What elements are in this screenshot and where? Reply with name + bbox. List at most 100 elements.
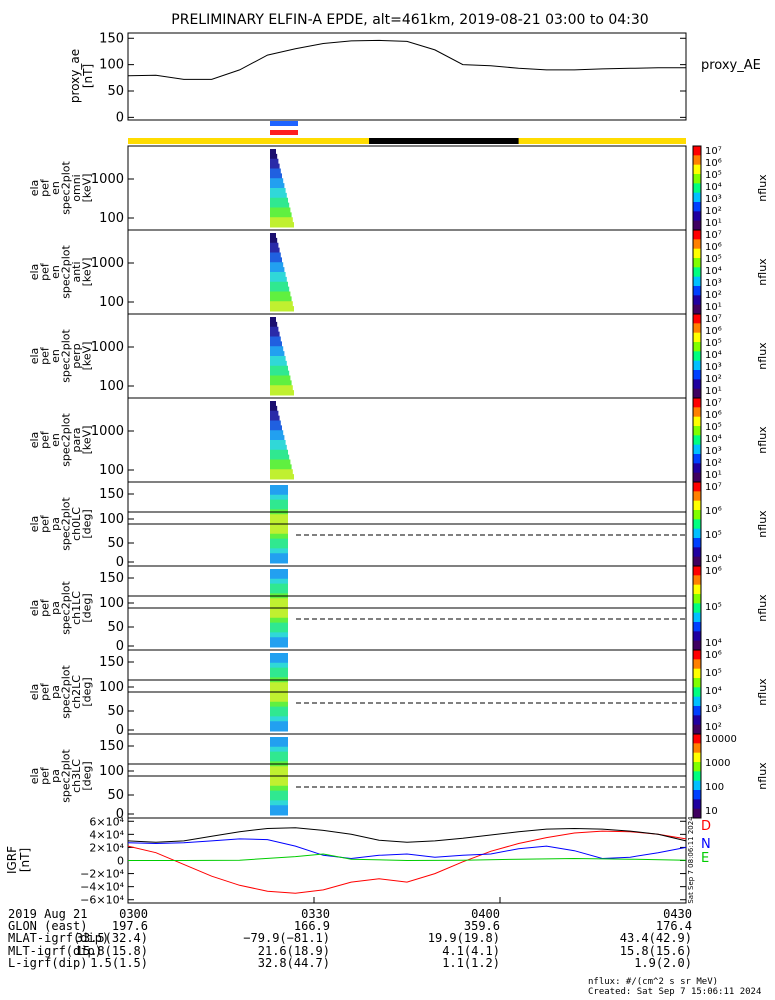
colorbar-label: 10⁷ <box>705 482 722 493</box>
flux-bin <box>270 519 288 525</box>
colorbar-segment <box>693 388 701 399</box>
flux-bin <box>270 212 292 218</box>
flux-bin <box>270 485 288 491</box>
flux-bin <box>270 637 288 643</box>
ytick-label: 100 <box>99 211 124 226</box>
flux-bin <box>270 800 288 806</box>
ylabel-line: pef <box>39 682 52 701</box>
ylabel-line: ch2LC <box>70 675 83 709</box>
panel-frame <box>127 229 687 315</box>
ytick-label: 50 <box>107 704 124 719</box>
colorbar-segment <box>693 192 701 203</box>
ylabel-line: pef <box>39 430 52 449</box>
ytick-label: −6×10⁴ <box>80 894 124 907</box>
flux-bin <box>270 291 291 297</box>
colorbar-segment <box>693 174 701 184</box>
footer-value: 4.1(4.1) <box>442 943 500 958</box>
colorbar-segment <box>693 248 701 259</box>
flux-bin <box>270 336 281 342</box>
colorbar-segment <box>693 286 701 296</box>
flux-bin <box>270 795 288 801</box>
panel-ylabel: elapefpaspec2plotch3LC[deg] <box>28 749 94 803</box>
colorbar-label: 10⁷ <box>705 314 722 325</box>
ytick-label: 1000 <box>91 256 124 271</box>
panel-ch0LC: 150 100 50 0 elapefpaspec2plotch0LC[deg] 10⁷ 1… <box>28 481 769 570</box>
colorbar-segment <box>693 360 701 371</box>
flux-bin <box>270 696 288 703</box>
flux-bin <box>270 242 279 249</box>
panel-ch1LC: 150 100 50 0 elapefpaspec2plotch1LC[deg] 10⁶ 1… <box>28 565 769 654</box>
flux-bin <box>270 252 281 258</box>
flux-bin <box>270 514 288 520</box>
colorbar-segment <box>693 314 701 324</box>
flux-bin <box>270 331 280 337</box>
panel-omni: 1000100elapefenspec2plotomni[keV]10⁷10⁶1… <box>28 145 769 231</box>
colorbar-segment <box>693 202 701 212</box>
colorbar-label: 10¹ <box>705 470 722 481</box>
panel-frame <box>127 313 687 399</box>
colorbar-segment <box>693 724 701 735</box>
colorbar-segment <box>693 379 701 390</box>
flux-bin <box>270 682 288 688</box>
flux-bin <box>270 737 288 743</box>
flux-bin <box>270 217 293 223</box>
colorbar-segment <box>693 332 701 343</box>
colorbar-segment <box>693 612 701 623</box>
flux-bin <box>270 504 288 510</box>
footer-row-label: GLON (east) <box>8 919 88 934</box>
colorbar-segment <box>693 594 701 604</box>
ytick-label: 0 <box>116 110 124 125</box>
flux-bin <box>270 701 288 708</box>
colorbar-label: 10⁷ <box>705 146 722 157</box>
igrf-legend-D: D <box>701 819 711 834</box>
colorbar-label: 10² <box>705 206 722 217</box>
footer-value: 166.9 <box>293 919 330 934</box>
ylabel-line: spec2plot <box>60 665 73 719</box>
ytick-label: 50 <box>107 788 124 803</box>
colorbar-segment <box>693 771 701 782</box>
flux-bin <box>270 430 284 436</box>
flux-bin <box>270 375 291 381</box>
colorbar-title: nflux <box>756 258 769 286</box>
colorbar-label: 10⁵ <box>705 254 722 265</box>
colorbar-label: 1000 <box>705 758 730 769</box>
colorbar-label: 10⁵ <box>705 530 722 541</box>
colorbar-segment <box>693 155 701 166</box>
flux-bin <box>270 341 282 347</box>
ylabel-line: ch3LC <box>70 759 83 793</box>
ylabel-line: en <box>49 265 62 279</box>
colorbar-label: 10³ <box>705 278 722 289</box>
footer-row: L-igrf(dip) 1.5(1.5) 32.8(44.7) 1.1(1.2) 1.9… <box>8 957 698 969</box>
ylabel-line: [keV] <box>81 258 94 287</box>
flux-bin <box>270 149 276 155</box>
flux-bin <box>270 790 288 796</box>
colorbar-segment <box>693 444 701 455</box>
flux-bin <box>270 528 288 535</box>
colorbar-label: 10⁷ <box>705 230 722 241</box>
plot-title: PRELIMINARY ELFIN-A EPDE, alt=461km, 201… <box>171 12 648 28</box>
ytick-label: 4×10⁴ <box>89 828 124 841</box>
footer-value: 0430 <box>663 907 692 921</box>
colorbar-segment <box>693 342 701 352</box>
flux-bin <box>270 741 288 748</box>
flux-bin <box>270 207 291 213</box>
flux-bin <box>270 756 288 762</box>
flux-bin <box>270 726 288 732</box>
colorbar-segment <box>693 295 701 306</box>
flux-bin <box>270 415 280 421</box>
flux-bin <box>270 464 292 470</box>
colorbar-title: nflux <box>756 342 769 370</box>
flux-bin <box>270 267 285 273</box>
ytick-label: 1000 <box>91 424 124 439</box>
colorbar-segment <box>693 435 701 446</box>
flux-bin <box>270 627 288 633</box>
ytick-label: 150 <box>99 571 124 586</box>
flux-bin <box>270 494 288 501</box>
ytick-label: 0 <box>117 855 124 868</box>
igrf-D-line <box>127 830 687 894</box>
flux-bin <box>270 410 279 417</box>
flux-bin <box>270 351 285 357</box>
colorbar-segment <box>693 258 701 268</box>
footer-value: 33.5(32.4) <box>75 931 148 946</box>
flux-bin <box>270 499 288 505</box>
